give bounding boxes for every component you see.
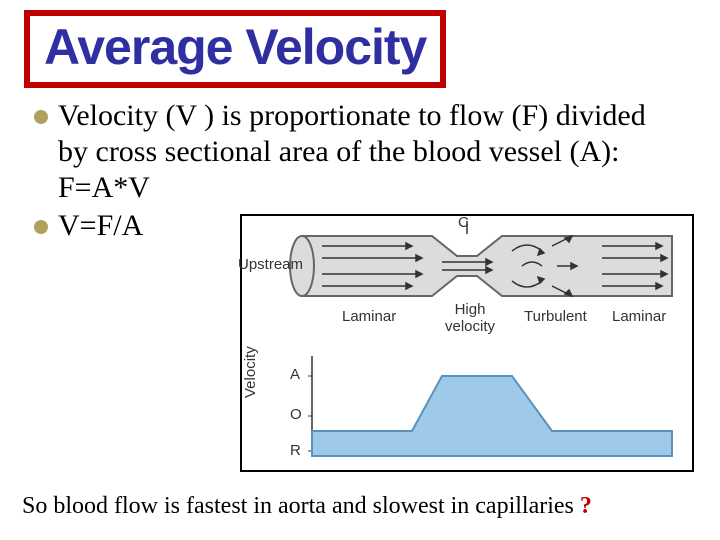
title-box: Average Velocity: [24, 10, 446, 88]
region-label: High velocity: [440, 302, 500, 335]
label-upstream: Upstream: [238, 256, 303, 273]
bullet-dot-icon: [34, 110, 48, 124]
bullet-term: Velocity: [58, 99, 158, 132]
region-label: Turbulent: [524, 308, 587, 325]
region-label: Laminar: [612, 308, 666, 325]
footer-question-mark: ?: [580, 493, 592, 519]
footer-text: So blood flow is fastest in aorta and sl…: [22, 493, 592, 520]
footer-sentence: So blood flow is fastest in aorta and sl…: [22, 493, 580, 519]
bullet-term: V=F/A: [58, 209, 143, 242]
y-tick-label: A: [290, 366, 300, 383]
bullet-dot-icon: [34, 220, 48, 234]
y-axis-label: Velocity: [242, 318, 259, 398]
slide-title: Average Velocity: [44, 18, 426, 76]
bullet-text: V=F/A: [58, 208, 143, 244]
bullet-item: Velocity (V ) is proportionate to flow (…: [34, 98, 674, 206]
label-c: C: [458, 214, 469, 231]
diagram-svg: [242, 216, 692, 470]
y-tick-label: R: [290, 442, 301, 459]
y-tick-label: O: [290, 406, 302, 423]
bullet-text: Velocity (V ) is proportionate to flow (…: [58, 98, 674, 206]
flow-diagram: C Upstream Laminar High velocity Turbule…: [240, 214, 694, 472]
region-label: Laminar: [342, 308, 396, 325]
